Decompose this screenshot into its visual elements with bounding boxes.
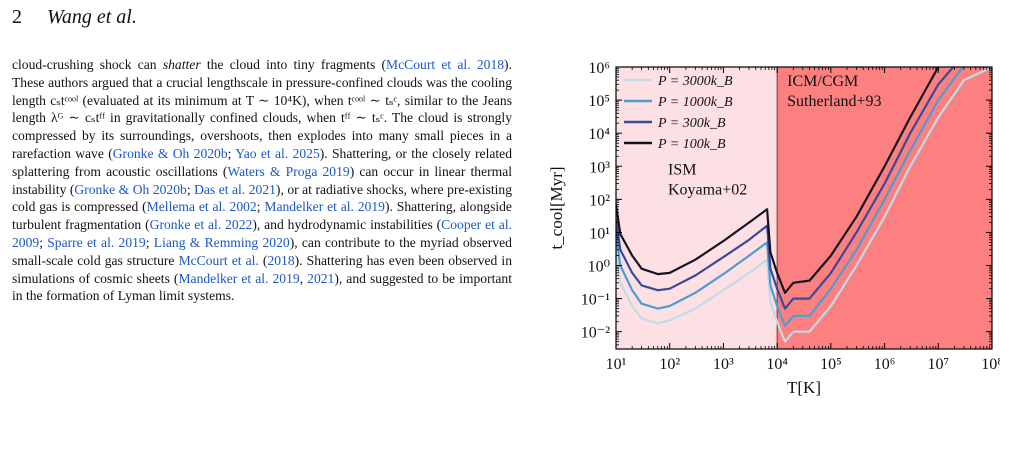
paragraph-text: ; (186, 181, 195, 197)
x-tick-label: 10⁵ (820, 356, 842, 373)
citation-link[interactable]: Mellema et al. 2002 (146, 199, 257, 215)
x-tick-label: 10³ (713, 356, 734, 373)
x-tick-label: 10⁷ (927, 356, 949, 373)
x-tick-label: 10² (659, 356, 680, 373)
paragraph-text: ), can contribute to the myriad observed… (12, 234, 512, 268)
paragraph-text: the cloud into tiny fragments ( (200, 57, 387, 72)
running-title: Wang et al. (47, 6, 137, 28)
paragraph-text: ; (145, 234, 154, 250)
emphasis-text: shatter (162, 57, 201, 72)
paragraph-text: ). Shattering, alongside turbulent fragm… (12, 199, 512, 233)
series-line-0 (616, 67, 992, 343)
citation-link[interactable]: Waters & Proga 2019 (227, 163, 350, 179)
y-tick-label: 10⁻² (581, 325, 610, 342)
region-label: ICM/CGM (787, 73, 858, 90)
y-tick-label: 10¹ (589, 225, 610, 242)
y-tick-label: 10⁰ (588, 259, 610, 276)
y-axis-label: t_cool[Myr] (547, 166, 566, 249)
x-tick-label: 10¹ (606, 356, 627, 373)
y-tick-label: 10⁵ (588, 93, 610, 110)
paragraph-text: cloud-crushing shock can (12, 57, 163, 72)
paragraph-text: ), and suggested to be important in the … (12, 270, 512, 304)
series-group (616, 67, 992, 343)
paragraph-text: ; (39, 234, 48, 250)
plot-frame (615, 66, 993, 350)
cooling-time-chart: ISM Koyama+02 ICM/CGM Sutherland+93 10¹ 10² 10… (547, 60, 1000, 397)
series-line-1 (616, 67, 965, 327)
paragraph-text: ) can occur in linear thermal instabilit… (12, 163, 513, 197)
region-band-0 (616, 67, 778, 349)
page-header: 2 Wang et al. (12, 6, 137, 29)
citation-link[interactable]: McCourt et al. 2018 (386, 57, 505, 72)
y-tick-label: 10³ (589, 159, 610, 176)
cooling-time-figure: ISM Koyama+02 ICM/CGM Sutherland+93 10¹ 10² 10… (540, 52, 1000, 412)
region-band-1 (777, 67, 992, 349)
y-tick-label: 10⁻¹ (581, 292, 610, 309)
legend-label: P = 100k_B (657, 137, 726, 152)
citation-link[interactable]: Gronke et al. 2022 (149, 217, 253, 233)
y-tick-label: 10⁶ (588, 60, 610, 77)
legend-label: P = 1000k_B (657, 95, 733, 110)
paragraph-text: ). Shattering, or the closely related sp… (12, 145, 512, 179)
citation-link[interactable]: McCourt et al. (178, 252, 259, 268)
series-line-2 (616, 67, 955, 310)
citation-link[interactable]: 2018 (267, 252, 295, 268)
paragraph-text: ( (258, 252, 268, 268)
y-tick-label: 10² (589, 192, 610, 209)
paragraph-text: ), or at radiative shocks, where pre-exi… (12, 181, 513, 215)
y-tick-label: 10⁴ (588, 126, 610, 143)
region-label: ISM (668, 161, 696, 178)
x-tick-label: 10⁶ (874, 356, 896, 373)
legend-label: P = 3000k_B (657, 74, 733, 89)
paragraph-text: ), and hydrodynamic instabilities ( (252, 217, 442, 233)
citation-link[interactable]: Sparre et al. 2019 (47, 234, 146, 250)
region-label: Sutherland+93 (787, 93, 881, 110)
citation-link[interactable]: Gronke & Oh 2020b (112, 145, 228, 161)
paragraph-text: , (299, 270, 308, 286)
x-tick-label: 10⁸ (981, 356, 1000, 373)
legend-label: P = 300k_B (657, 116, 726, 131)
series-line-3 (616, 67, 942, 294)
region-label: Koyama+02 (668, 181, 747, 198)
paragraph-text: ). Shattering has even been observed in … (12, 252, 512, 286)
x-tick-label: 10⁴ (766, 356, 788, 373)
body-paragraph: cloud-crushing shock can shatter the clo… (12, 56, 512, 305)
citation-link[interactable]: Cooper et al. 2009 (12, 217, 512, 250)
citation-link[interactable]: 2021 (307, 270, 335, 286)
paragraph-text: ). These authors argued that a crucial l… (12, 57, 512, 161)
paragraph-text: ; (256, 199, 265, 215)
citation-link[interactable]: Yao et al. 2025 (235, 145, 320, 161)
citation-link[interactable]: Das et al. 2021 (194, 181, 276, 197)
x-axis-label: T[K] (787, 378, 821, 397)
page-number: 2 (12, 6, 22, 28)
citation-link[interactable]: Mandelker et al. 2019 (264, 199, 385, 215)
citation-link[interactable]: Liang & Remming 2020 (153, 234, 290, 250)
citation-link[interactable]: Mandelker et al. 2019 (178, 270, 300, 286)
citation-link[interactable]: Gronke & Oh 2020b (74, 181, 187, 197)
paragraph-text: ; (227, 145, 236, 161)
